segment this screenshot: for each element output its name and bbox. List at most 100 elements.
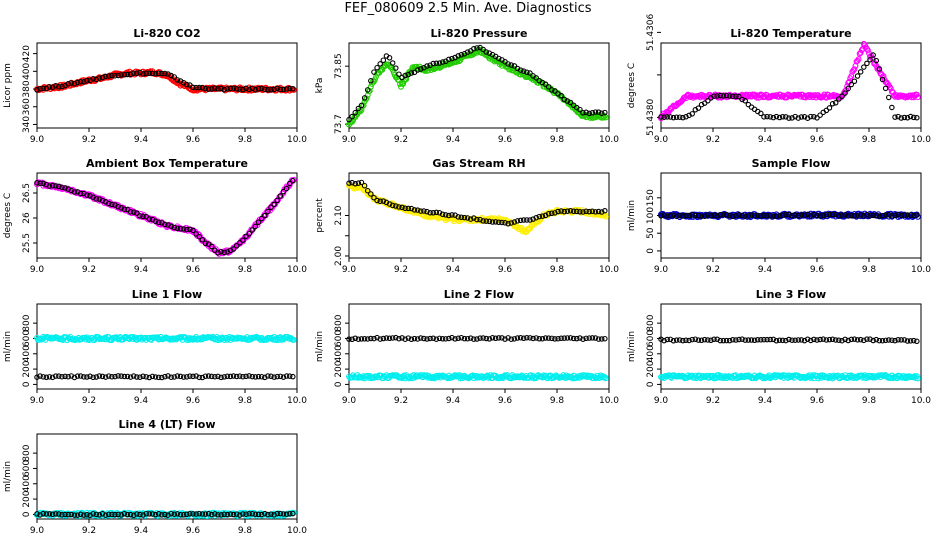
data-point-2-5-min-avg (159, 512, 165, 518)
data-point-2-5-min-avg (595, 336, 602, 342)
data-point-2-5-min-avg (758, 110, 764, 117)
data-point-2-5-min-avg (586, 110, 592, 117)
data-point-2-5-min-avg (34, 180, 40, 186)
data-point-2-5-min-avg (393, 203, 399, 209)
data-point-2-5-min-avg (414, 336, 421, 342)
data-point-2-5-min-avg (754, 336, 761, 343)
data-point-2-5-min-avg (386, 201, 393, 207)
data-point-2-5-min-avg (46, 511, 53, 517)
data-point-2-5-min-avg (801, 337, 808, 344)
data-point-2-5-min-avg (43, 181, 50, 188)
data-point-raw (47, 335, 54, 342)
data-point-2-5-min-avg (346, 116, 352, 123)
data-point-2-5-min-avg (96, 75, 103, 81)
data-point-2-5-min-avg (286, 510, 293, 517)
data-point-2-5-min-avg (43, 374, 50, 381)
data-point-2-5-min-avg (212, 373, 218, 380)
data-point-2-5-min-avg (446, 212, 452, 219)
data-point-2-5-min-avg (602, 109, 608, 116)
data-point-2-5-min-avg (371, 194, 377, 201)
data-point-2-5-min-avg (99, 197, 106, 204)
data-point-2-5-min-avg (252, 374, 259, 380)
data-point-2-5-min-avg (240, 86, 246, 93)
data-point-2-5-min-avg (81, 79, 87, 85)
x-tick-label: 9.6 (186, 396, 201, 406)
data-point-2-5-min-avg (779, 212, 786, 218)
data-point-2-5-min-avg (56, 183, 62, 190)
data-point-raw (36, 336, 43, 343)
data-point-2-5-min-avg (723, 211, 730, 218)
data-point-2-5-min-avg (358, 102, 365, 109)
data-point-2-5-min-avg (574, 208, 580, 215)
data-point-2-5-min-avg (137, 213, 143, 219)
data-point-2-5-min-avg (439, 211, 446, 218)
data-point-2-5-min-avg (115, 511, 121, 518)
data-point-2-5-min-avg (140, 213, 146, 220)
x-tick-label: 9.6 (810, 265, 825, 275)
data-point-2-5-min-avg (517, 67, 524, 73)
data-point-raw (529, 221, 535, 228)
plot-title: Line 1 Flow (132, 288, 202, 301)
data-point-2-5-min-avg (96, 373, 103, 379)
x-tick-label: 9.8 (550, 265, 565, 275)
x-tick-label: 9.8 (862, 135, 877, 145)
data-point-2-5-min-avg (37, 373, 43, 379)
data-point-2-5-min-avg (118, 205, 124, 211)
data-point-2-5-min-avg (361, 182, 368, 189)
data-point-2-5-min-avg (676, 212, 683, 219)
data-point-2-5-min-avg (127, 511, 134, 518)
data-point-2-5-min-avg (155, 219, 162, 226)
data-point-2-5-min-avg (177, 226, 184, 232)
data-point-2-5-min-avg (277, 86, 284, 93)
data-point-2-5-min-avg (215, 512, 221, 518)
data-point-2-5-min-avg (864, 60, 870, 67)
data-point-2-5-min-avg (474, 336, 480, 342)
data-point-2-5-min-avg (598, 110, 605, 116)
data-point-2-5-min-avg (268, 204, 274, 211)
data-point-2-5-min-avg (230, 373, 237, 379)
y-tick-label: 73.7 (334, 114, 344, 134)
data-point-2-5-min-avg (910, 114, 917, 121)
data-point-2-5-min-avg (602, 207, 608, 214)
data-point-2-5-min-avg (171, 74, 178, 80)
data-point-2-5-min-avg (274, 373, 280, 380)
data-point-2-5-min-avg (243, 373, 249, 380)
data-point-2-5-min-avg (84, 374, 90, 380)
y-tick-label: 25.5 (22, 233, 32, 253)
data-point-2-5-min-avg (130, 512, 137, 518)
data-point-2-5-min-avg (65, 511, 71, 518)
data-point-2-5-min-avg (402, 72, 408, 79)
data-point-2-5-min-avg (751, 213, 758, 219)
data-point-2-5-min-avg (146, 374, 153, 381)
x-tick-label: 9.2 (394, 396, 408, 406)
data-point-2-5-min-avg (705, 337, 711, 343)
data-point-2-5-min-avg (99, 74, 106, 81)
data-point-2-5-min-avg (808, 213, 814, 219)
data-point-2-5-min-avg (776, 212, 783, 219)
y-tick-label: 420 (22, 45, 32, 62)
data-point-2-5-min-avg (798, 337, 805, 343)
data-point-raw (283, 183, 290, 190)
data-point-2-5-min-avg (368, 78, 374, 84)
data-point-2-5-min-avg (346, 336, 352, 342)
data-point-2-5-min-avg (77, 190, 84, 197)
data-point-2-5-min-avg (65, 81, 71, 87)
y-tick-label: 400 (22, 345, 32, 362)
data-point-2-5-min-avg (754, 212, 761, 219)
data-point-2-5-min-avg (361, 336, 368, 342)
data-point-2-5-min-avg (458, 214, 465, 221)
data-point-2-5-min-avg (127, 71, 134, 78)
data-point-raw (809, 372, 816, 379)
plot-frame (660, 303, 922, 390)
data-point-2-5-min-avg (742, 337, 748, 343)
data-point-2-5-min-avg (499, 219, 505, 226)
data-point-2-5-min-avg (502, 336, 508, 342)
data-point-2-5-min-avg (595, 109, 602, 115)
data-point-2-5-min-avg (848, 212, 855, 219)
data-point-2-5-min-avg (106, 200, 112, 207)
data-point-2-5-min-avg (59, 184, 65, 191)
data-point-2-5-min-avg (823, 337, 830, 343)
data-point-2-5-min-avg (40, 85, 46, 92)
data-point-2-5-min-avg (533, 335, 539, 341)
data-point-2-5-min-avg (511, 63, 518, 69)
